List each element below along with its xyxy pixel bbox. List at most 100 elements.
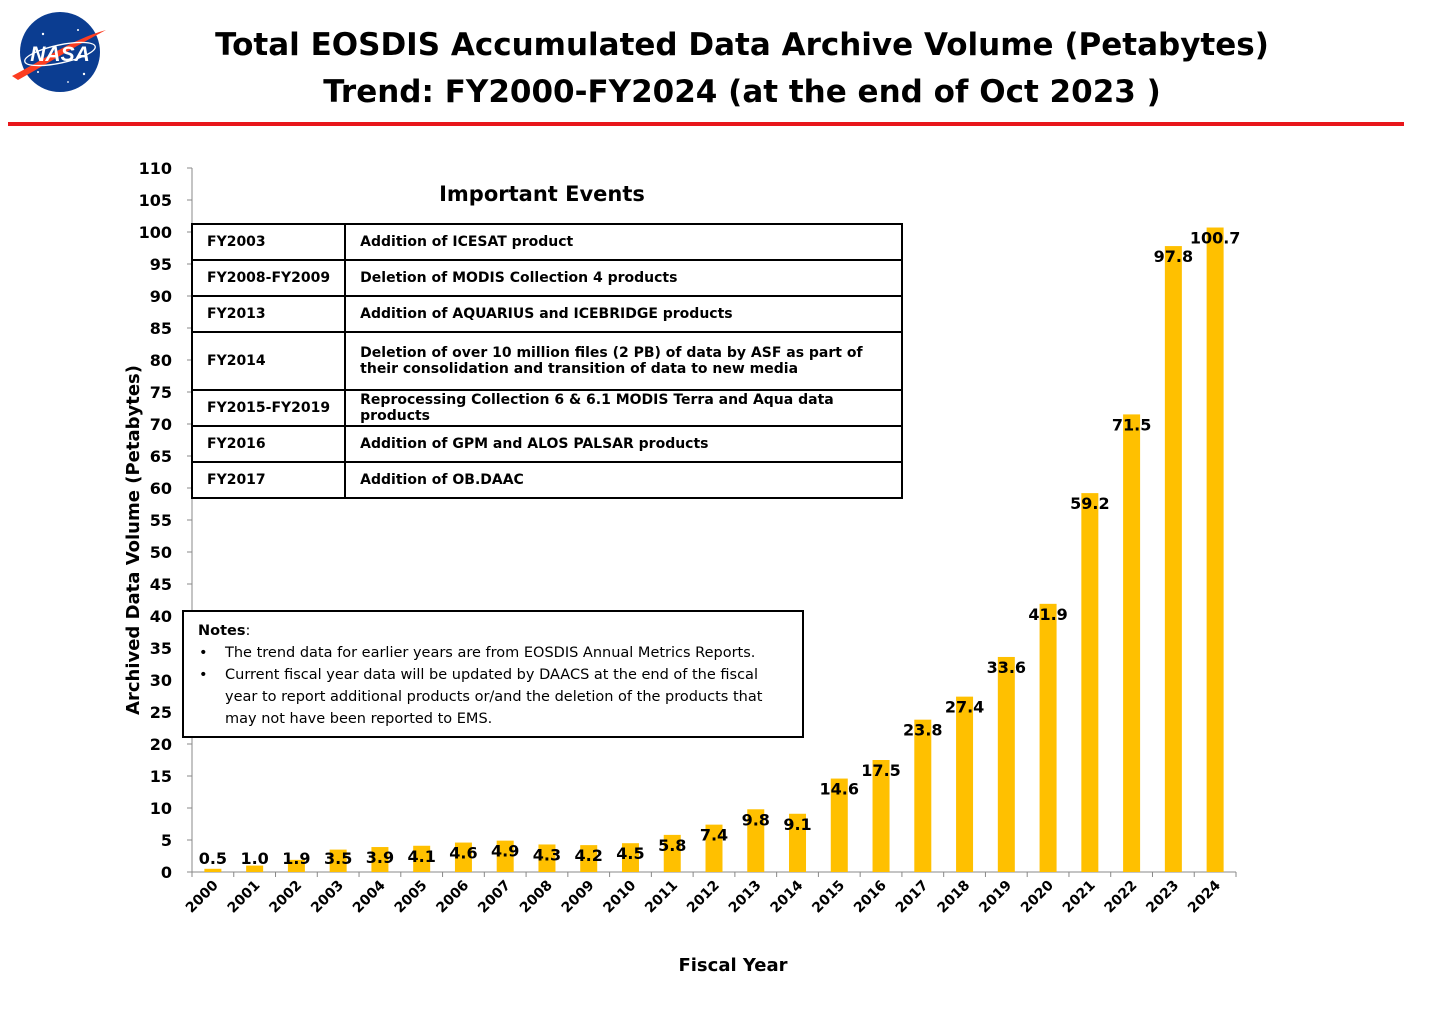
x-tick-label: 2017 [893,878,932,917]
bar [872,760,890,872]
y-tick-label: 105 [139,191,172,210]
events-row: FY2017 Addition of OB.DAAC [190,461,903,499]
event-description: Addition of AQUARIUS and ICEBRIDGE produ… [344,295,903,333]
bar [1039,603,1057,872]
event-description: Reprocessing Collection 6 & 6.1 MODIS Te… [344,389,903,427]
x-tick-label: 2011 [642,878,681,917]
x-tick-label: 2001 [225,878,264,917]
bar [914,719,932,872]
x-tick-label: 2002 [266,878,305,917]
data-label: 3.9 [366,848,394,867]
y-tick-label: 40 [150,607,172,626]
bar [371,847,389,872]
data-label: 5.8 [658,836,686,855]
data-label: 14.6 [820,780,859,799]
bar [1206,227,1224,872]
bar [204,868,222,872]
notes-colon: : [245,623,251,639]
event-description: Addition of ICESAT product [344,223,903,261]
x-tick-label: 2015 [809,878,848,917]
data-label: 4.5 [616,844,644,863]
event-period: FY2003 [190,223,347,261]
bar [830,778,848,872]
y-tick-label: 0 [161,863,172,882]
y-tick-label: 20 [150,735,172,754]
data-label: 41.9 [1028,605,1067,624]
events-row: FY2014 Deletion of over 10 million files… [190,331,903,391]
y-tick-label: 10 [150,799,172,818]
y-tick-label: 100 [139,223,172,242]
nasa-logo-text: NASA [30,43,90,66]
x-tick-label: 2021 [1060,878,1099,917]
bar [1164,246,1182,872]
bar [747,809,765,872]
x-tick-label: 2010 [600,877,639,916]
x-tick-label: 2006 [433,878,472,917]
nasa-logo: NASA [10,10,108,94]
event-description: Deletion of MODIS Collection 4 products [344,259,903,297]
bar [454,842,472,872]
data-label: 4.3 [533,845,561,864]
data-label: 3.5 [324,849,352,868]
y-tick-label: 25 [150,703,172,722]
data-label: 4.2 [575,846,603,865]
event-period: FY2013 [190,295,347,333]
bar [329,849,347,872]
bar [1081,493,1099,872]
x-tick-label: 2012 [684,878,723,917]
bar [705,824,723,872]
data-label: 59.2 [1070,494,1109,513]
bar [789,813,807,872]
x-tick-label: 2003 [308,878,347,917]
events-row: FY2013 Addition of AQUARIUS and ICEBRIDG… [190,295,903,333]
x-axis-title: Fiscal Year [678,955,787,976]
data-label: 1.0 [240,849,268,868]
bar [956,696,974,872]
y-tick-label: 70 [150,415,172,434]
y-tick-label: 90 [150,287,172,306]
x-tick-label: 2020 [1018,877,1057,916]
data-label: 9.8 [742,810,770,829]
bar [538,844,556,872]
y-tick-label: 80 [150,351,172,370]
x-tick-label: 2022 [1102,878,1141,917]
title-divider [8,122,1404,126]
events-row: FY2008-FY2009 Deletion of MODIS Collecti… [190,259,903,297]
event-period: FY2016 [190,425,347,463]
x-tick-label: 2023 [1143,878,1182,917]
events-row: FY2015-FY2019 Reprocessing Collection 6 … [190,389,903,427]
data-label: 7.4 [700,826,728,845]
x-tick-label: 2016 [851,878,890,917]
notes-label: Notes [198,623,246,639]
x-tick-label: 2018 [935,878,974,917]
bar [413,845,431,872]
bar [580,845,598,872]
bar [663,834,681,872]
y-tick-label: 45 [150,575,172,594]
x-tick-label: 2009 [559,878,598,917]
notes-list: The trend data for earlier years are fro… [198,642,788,730]
y-tick-label: 85 [150,319,172,338]
data-label: 4.9 [491,842,519,861]
notes-box: Notes: The trend data for earlier years … [182,610,804,738]
event-period: FY2017 [190,461,347,499]
y-tick-label: 65 [150,447,172,466]
chart-title: Total EOSDIS Accumulated Data Archive Vo… [215,27,1269,63]
chart-title-block: Total EOSDIS Accumulated Data Archive Vo… [120,22,1364,116]
events-row: FY2003 Addition of ICESAT product [190,223,903,261]
y-tick-label: 55 [150,511,172,530]
events-table: FY2003 Addition of ICESAT product FY2008… [190,223,903,499]
y-tick-label: 110 [139,159,172,178]
x-tick-label: 2014 [767,877,806,916]
data-label: 33.6 [987,658,1026,677]
data-label: 71.5 [1112,415,1151,434]
event-description: Addition of GPM and ALOS PALSAR products [344,425,903,463]
x-tick-label: 2008 [517,878,556,917]
x-tick-label: 2013 [726,878,765,917]
bar [621,843,639,872]
event-description: Addition of OB.DAAC [344,461,903,499]
y-tick-label: 5 [161,831,172,850]
y-tick-label: 15 [150,767,172,786]
y-tick-label: 35 [150,639,172,658]
